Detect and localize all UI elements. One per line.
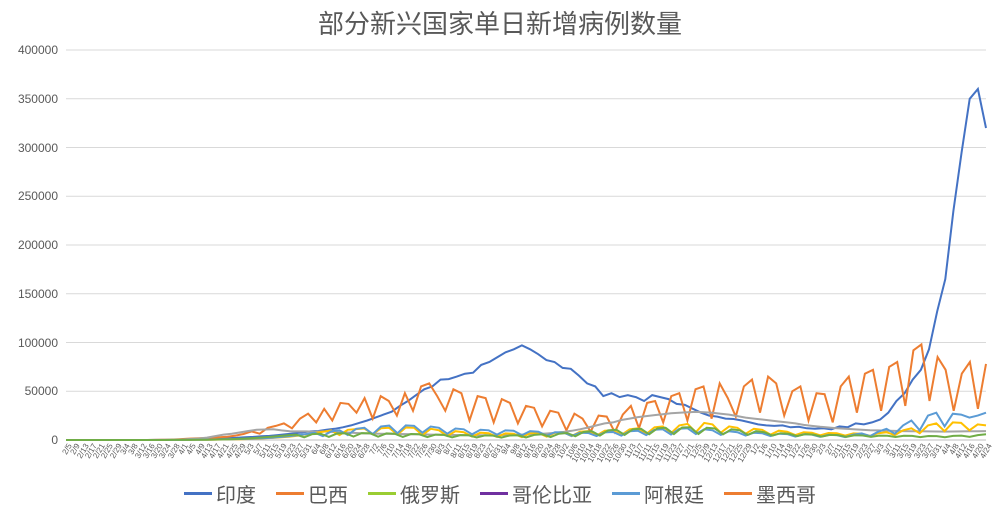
- y-axis: 0500001000001500002000002500003000003500…: [0, 50, 62, 440]
- legend-label: 哥伦比亚: [512, 485, 592, 507]
- legend-item: 墨西哥: [724, 479, 816, 508]
- legend-item: 哥伦比亚: [480, 479, 592, 508]
- series-line: [66, 89, 986, 440]
- legend-item: 俄罗斯: [368, 479, 460, 508]
- y-tick-label: 200000: [0, 238, 58, 252]
- y-tick-label: 350000: [0, 92, 58, 106]
- legend-swatch: [276, 492, 304, 495]
- plot-svg: [66, 50, 986, 440]
- legend-label: 俄罗斯: [400, 485, 460, 507]
- legend-label: 阿根廷: [644, 485, 704, 507]
- legend-swatch: [368, 492, 396, 495]
- legend: 印度 巴西 俄罗斯 哥伦比亚 阿根廷 墨西哥: [0, 479, 1000, 508]
- plot-area: [66, 50, 986, 440]
- legend-label: 印度: [216, 485, 256, 507]
- legend-item: 巴西: [276, 479, 348, 508]
- x-axis: 2/52/92/132/172/212/252/293/43/83/123/16…: [66, 440, 986, 470]
- legend-item: 阿根廷: [612, 479, 704, 508]
- y-tick-label: 300000: [0, 141, 58, 155]
- y-tick-label: 50000: [0, 384, 58, 398]
- legend-swatch: [184, 492, 212, 495]
- y-tick-label: 0: [0, 433, 58, 447]
- y-tick-label: 250000: [0, 189, 58, 203]
- legend-label: 巴西: [308, 485, 348, 507]
- chart-title: 部分新兴国家单日新增病例数量: [0, 4, 1000, 41]
- legend-item: 印度: [184, 479, 256, 508]
- y-tick-label: 150000: [0, 287, 58, 301]
- legend-swatch: [480, 492, 508, 495]
- legend-swatch: [612, 492, 640, 495]
- legend-swatch: [724, 492, 752, 495]
- y-tick-label: 400000: [0, 43, 58, 57]
- series-line: [66, 344, 986, 440]
- chart-container: 部分新兴国家单日新增病例数量 0 50000 100000 150000 200000 2…: [0, 0, 1000, 516]
- legend-label: 墨西哥: [756, 485, 816, 507]
- y-tick-label: 100000: [0, 336, 58, 350]
